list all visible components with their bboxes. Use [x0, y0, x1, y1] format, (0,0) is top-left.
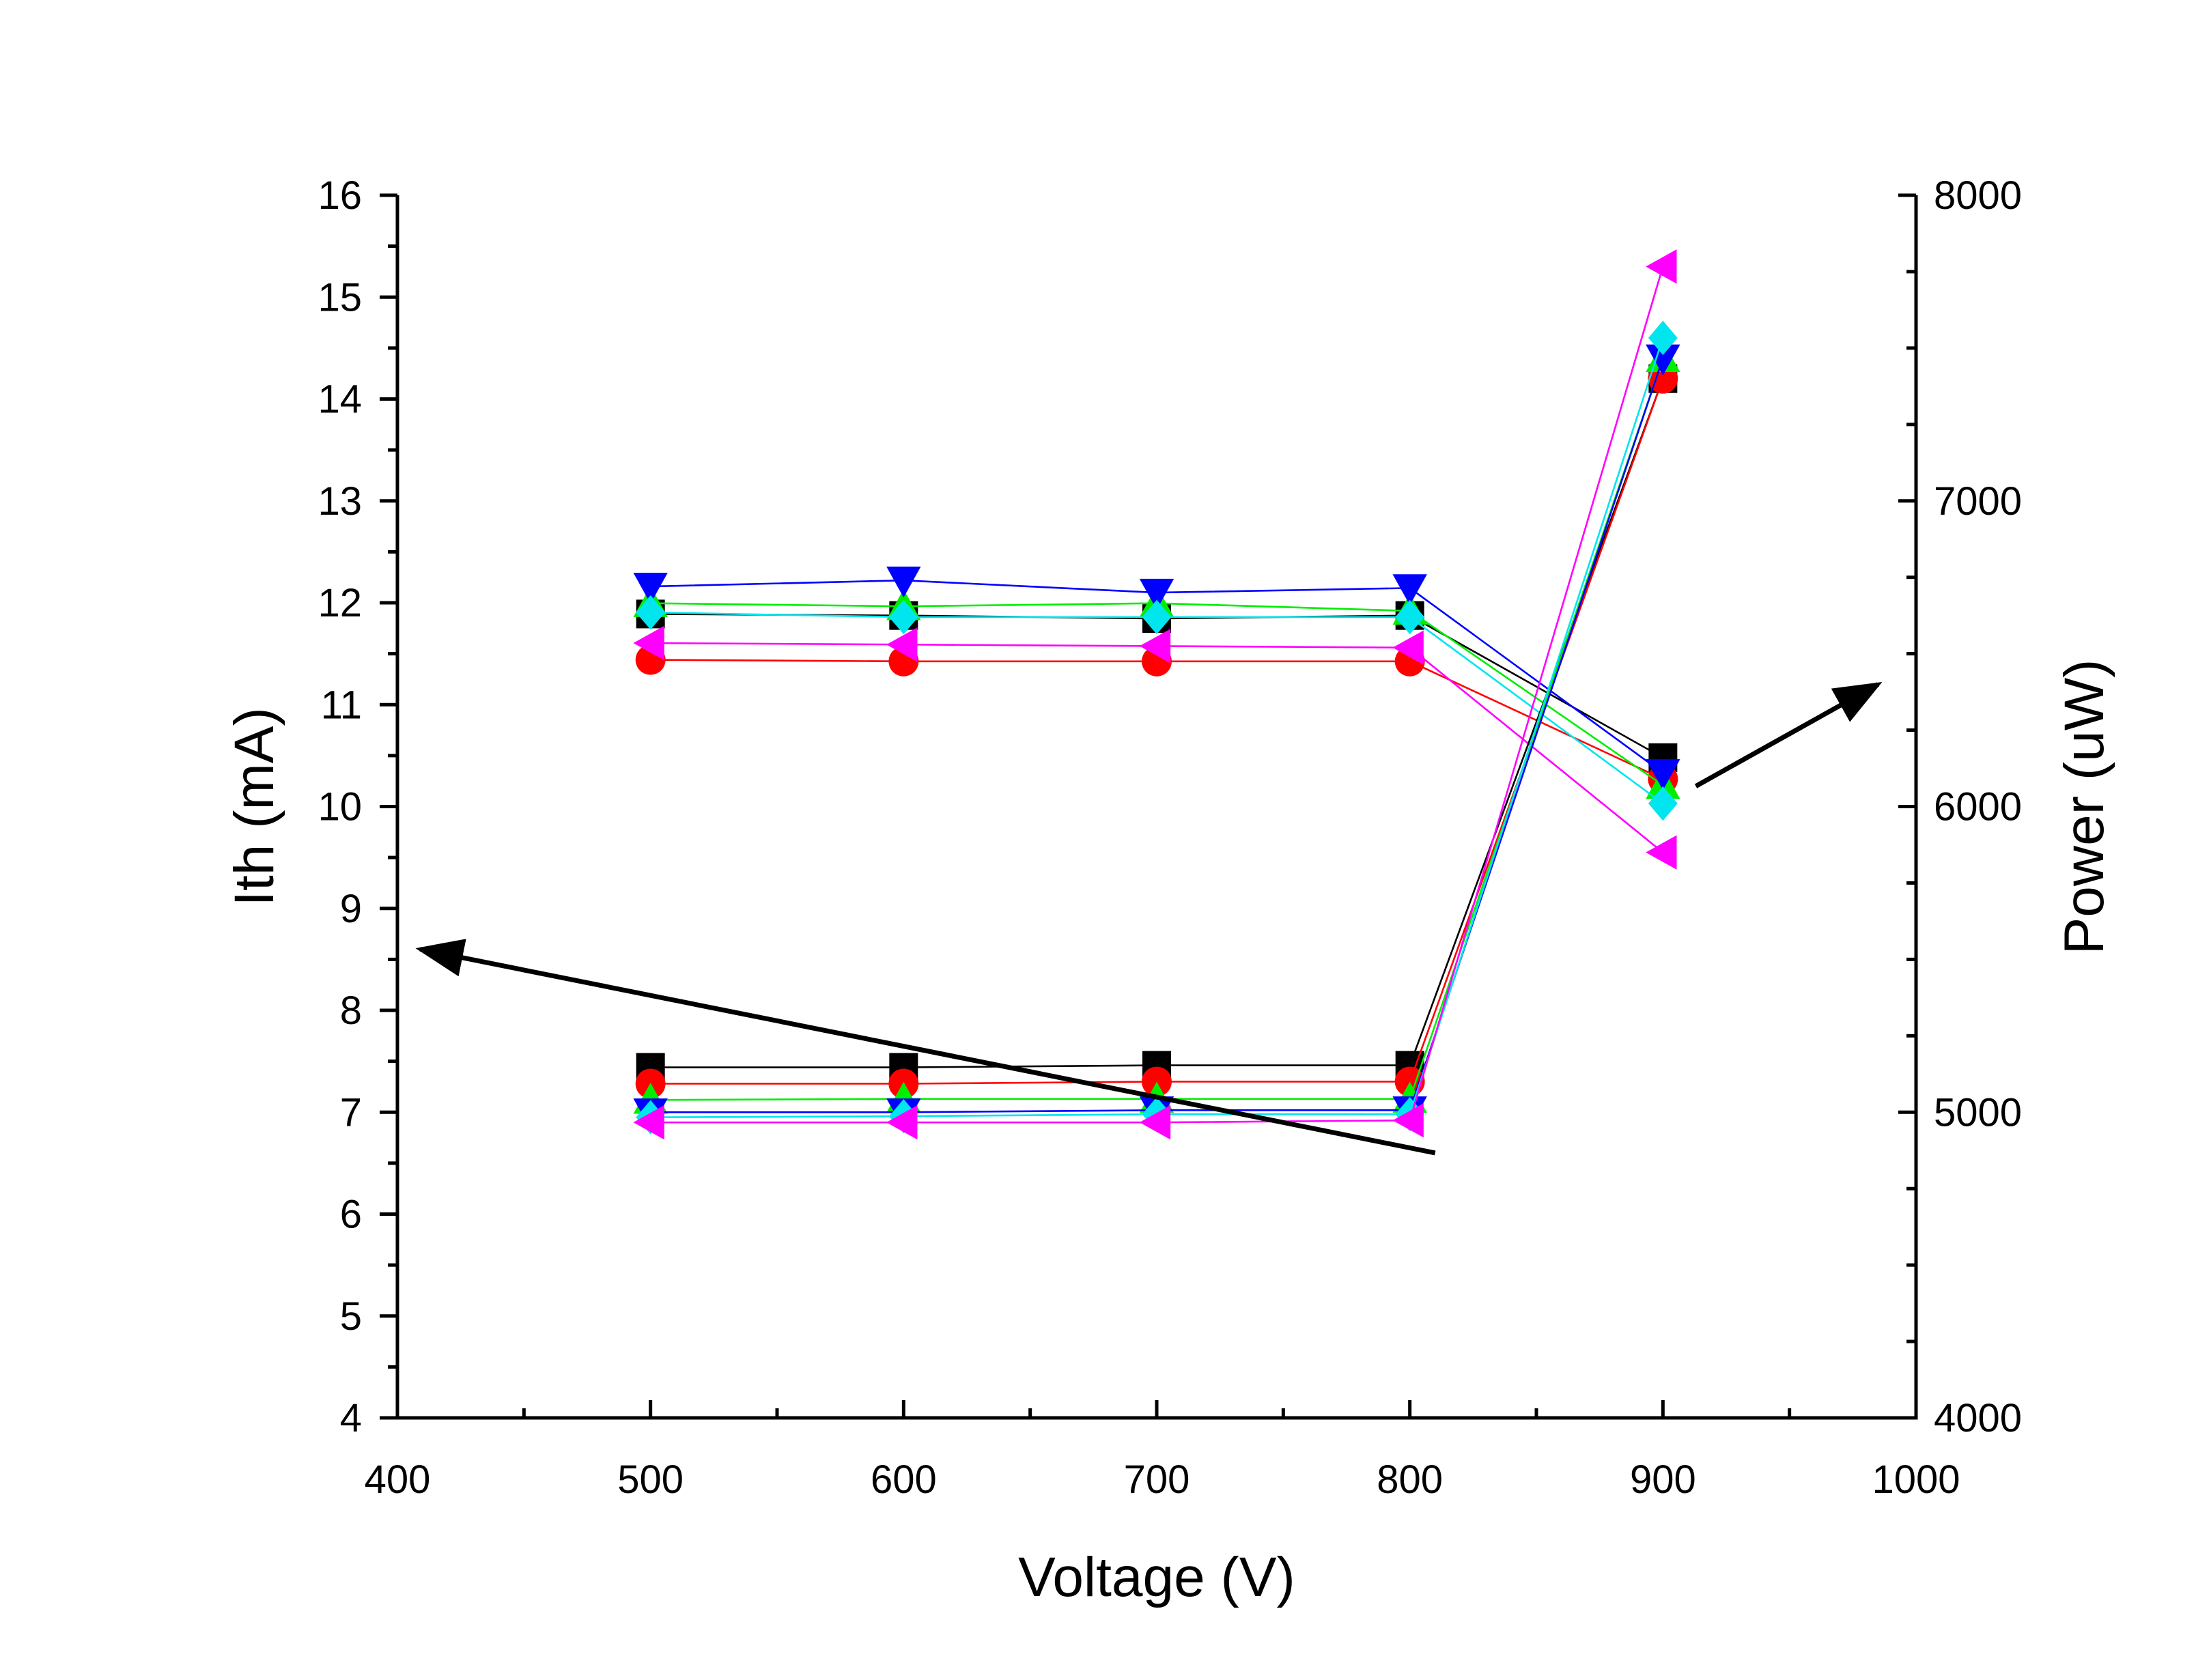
y-tick-label: 6 [340, 1193, 362, 1237]
annotation-arrow [1694, 681, 1883, 788]
power-data-point [886, 567, 921, 598]
power-data-point [1142, 599, 1172, 635]
power-data-point [1646, 835, 1677, 870]
y2-tick-label: 8000 [1934, 173, 2022, 218]
y-tick-label: 13 [318, 479, 362, 524]
y-tick-label: 11 [321, 683, 362, 727]
power-series-5 [636, 595, 1678, 821]
ith-data-point [1139, 1105, 1171, 1140]
ith-data-point [886, 1105, 918, 1140]
left-y-axis-ticks: 4 5 6 7 8 9 10 11 12 13 14 15 16 [318, 173, 397, 1440]
ith-data-point [1646, 249, 1677, 284]
power-series-4 [633, 567, 1680, 791]
x-tick-label: 600 [871, 1457, 937, 1502]
y-tick-label: 16 [318, 173, 362, 218]
y-tick-label: 10 [318, 785, 362, 829]
ith-series-line [650, 337, 1664, 1118]
x-tick-label: 800 [1377, 1457, 1443, 1502]
power-series-line [650, 613, 1663, 759]
power-data-point [1648, 786, 1678, 821]
x-axis-title: Voltage (V) [1018, 1546, 1295, 1608]
power-data-point [886, 627, 918, 662]
power-data-point [1392, 630, 1424, 665]
series-layer [633, 249, 1680, 1140]
y-tick-label: 4 [340, 1396, 362, 1440]
ith-series-2 [635, 363, 1678, 1099]
ith-series-line [650, 378, 1664, 1068]
x-axis-ticks: 400 500 600 700 800 900 1000 [365, 1400, 1960, 1502]
ith-series-3 [633, 341, 1680, 1114]
y-tick-label: 9 [340, 887, 362, 931]
annotation-arrow [415, 939, 1436, 1156]
right-y-axis-ticks: 4000 5000 6000 7000 8000 [1898, 173, 2022, 1440]
x-tick-label: 500 [617, 1457, 684, 1502]
annotation-arrows [415, 681, 1883, 1156]
axis-frame [395, 195, 1918, 1420]
ith-series-5 [636, 320, 1678, 1135]
power-data-point [1392, 574, 1427, 606]
right-y-axis-title: Power (uW) [2053, 659, 2115, 955]
ith-data-point [1646, 344, 1680, 375]
power-data-point [633, 625, 664, 661]
left-y-axis-title: Ith (mA) [223, 707, 285, 907]
power-data-point [633, 572, 668, 604]
y2-tick-label: 4000 [1934, 1396, 2022, 1440]
power-series-6 [633, 625, 1677, 870]
power-data-point [1646, 759, 1680, 791]
y-tick-label: 12 [318, 581, 362, 625]
y-tick-label: 5 [340, 1294, 362, 1339]
y-tick-label: 14 [318, 378, 362, 422]
power-data-point [888, 599, 918, 635]
x-tick-label: 700 [1124, 1457, 1190, 1502]
ith-data-point [1392, 1102, 1424, 1138]
y-tick-label: 7 [340, 1090, 362, 1135]
power-data-point [1395, 599, 1425, 635]
ith-series-line [650, 378, 1664, 1085]
power-series-line [650, 659, 1663, 780]
power-data-point [1139, 629, 1171, 664]
ith-series-6 [633, 249, 1677, 1140]
ith-series-line [650, 358, 1664, 1113]
plot-area: 400 500 600 700 800 900 1000 4 5 6 7 8 9 10 11 12 13 14 1… [318, 173, 2022, 1502]
y-tick-label: 8 [340, 988, 362, 1033]
power-data-point [636, 595, 666, 630]
y2-tick-label: 6000 [1934, 785, 2022, 829]
y2-tick-label: 5000 [1934, 1090, 2022, 1135]
x-tick-label: 900 [1630, 1457, 1696, 1502]
power-data-point [1139, 578, 1174, 610]
x-tick-label: 400 [365, 1457, 431, 1502]
ith-data-point [1142, 1066, 1172, 1097]
y-tick-label: 15 [318, 275, 362, 319]
y2-tick-label: 7000 [1934, 479, 2022, 524]
ith-data-point [633, 1105, 664, 1140]
ith-series-1 [636, 364, 1678, 1082]
ith-data-point [1648, 320, 1678, 356]
ith-series-line [650, 266, 1664, 1124]
x-tick-label: 1000 [1872, 1457, 1960, 1502]
